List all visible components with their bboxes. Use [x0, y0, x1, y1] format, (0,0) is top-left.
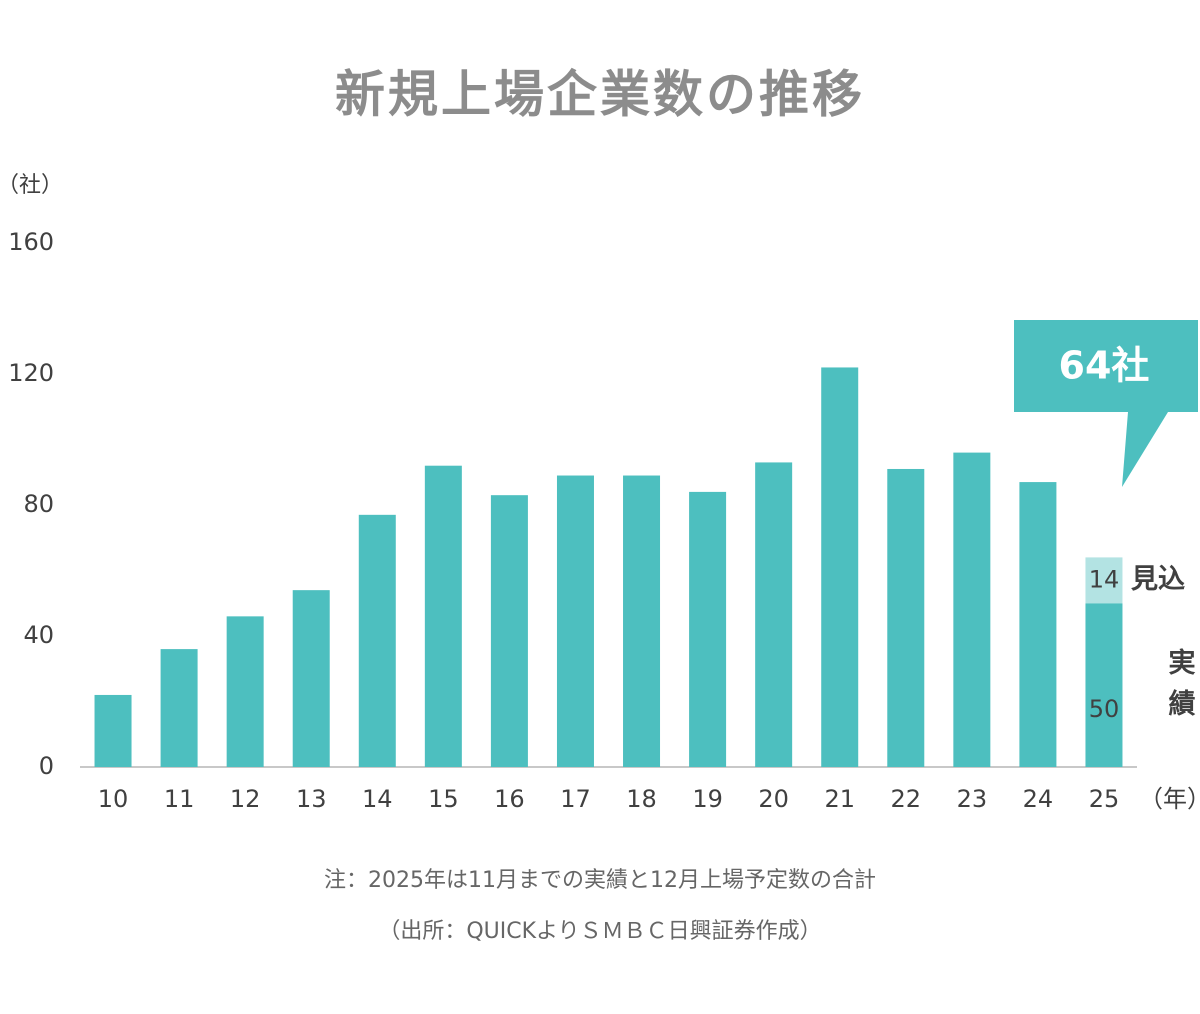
- legend-label: 実績: [1164, 647, 1196, 730]
- x-tick-label: 15: [428, 785, 459, 813]
- y-tick-label: 80: [23, 490, 54, 518]
- x-tick-label: 20: [758, 785, 789, 813]
- y-tick-label: 160: [8, 228, 54, 256]
- note: 注：2025年は11月までの実績と12月上場予定数の合計: [324, 868, 876, 893]
- y-tick-label: 40: [23, 621, 54, 649]
- bar: [887, 468, 925, 767]
- x-tick-label: 12: [230, 785, 261, 813]
- callout: [1014, 320, 1198, 487]
- bar: [953, 452, 991, 767]
- bar: [424, 465, 462, 767]
- x-tick-label: 14: [362, 785, 393, 813]
- data-label: 50: [1089, 695, 1120, 723]
- y-tick-label: 0: [39, 752, 54, 780]
- source: （出所：QUICKよりＳＭＢＣ日興証券作成）: [378, 919, 821, 944]
- x-tick-label: 19: [692, 785, 723, 813]
- x-tick-label: 16: [494, 785, 525, 813]
- x-tick-label: 18: [626, 785, 657, 813]
- x-tick-label: 22: [891, 785, 922, 813]
- bar: [821, 367, 859, 767]
- callout-label: 64社: [1059, 344, 1150, 388]
- bar: [1085, 557, 1123, 604]
- x-tick-label: 17: [560, 785, 591, 813]
- bar: [94, 694, 132, 767]
- bar: [1085, 603, 1123, 767]
- y-axis-label: （社）: [0, 173, 63, 198]
- y-tick-label: 120: [8, 359, 54, 387]
- x-tick-label: 24: [1023, 785, 1054, 813]
- bar: [623, 475, 661, 767]
- x-axis-label: （年）: [1139, 785, 1200, 813]
- bar: [160, 649, 198, 767]
- legend-label: 見込: [1131, 564, 1185, 595]
- bar: [755, 462, 793, 767]
- bar: [689, 491, 727, 767]
- bar: [226, 616, 264, 767]
- x-tick-label: 11: [164, 785, 195, 813]
- bar: [358, 514, 396, 767]
- bar: [1019, 482, 1057, 767]
- x-tick-label: 25: [1089, 785, 1120, 813]
- chart-title: 新規上場企業数の推移: [335, 66, 865, 124]
- x-tick-label: 23: [957, 785, 988, 813]
- data-label: 14: [1089, 565, 1120, 593]
- bar: [490, 495, 528, 767]
- x-tick-label: 21: [824, 785, 855, 813]
- x-tick-label: 13: [296, 785, 327, 813]
- bar: [556, 475, 594, 767]
- bar: [292, 590, 330, 767]
- x-tick-label: 10: [98, 785, 129, 813]
